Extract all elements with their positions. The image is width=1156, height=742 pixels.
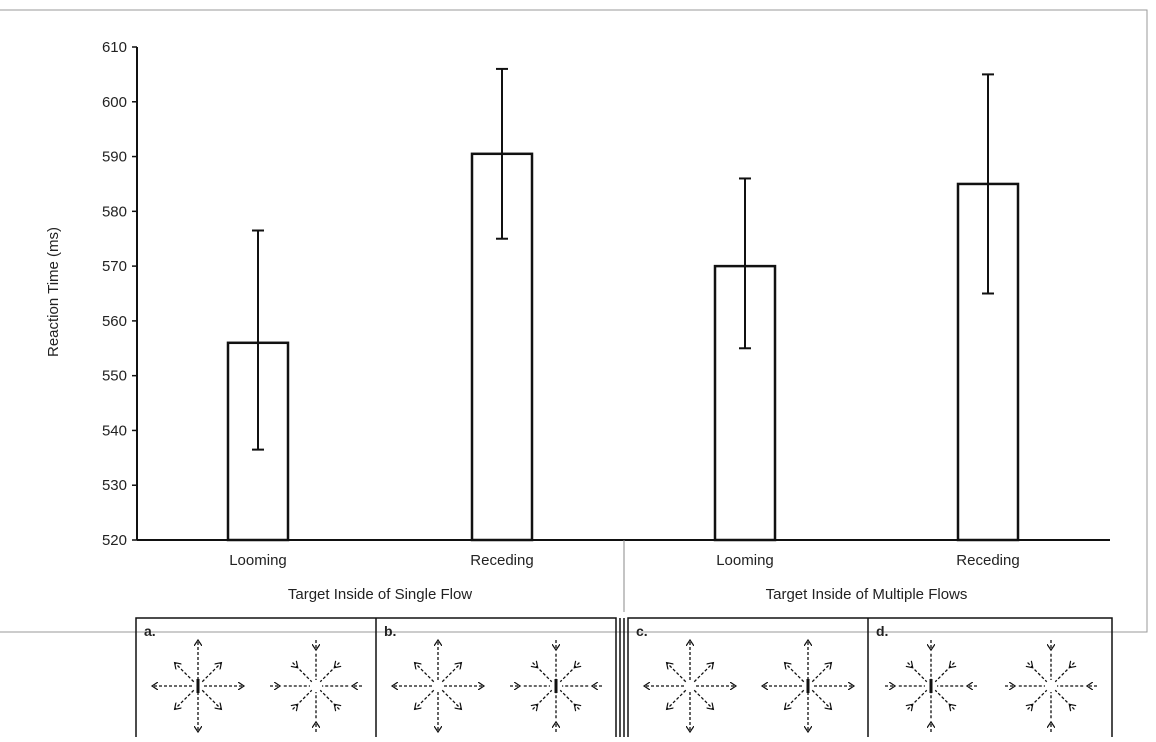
flow-ray (299, 689, 313, 703)
flow-arrow (785, 663, 805, 683)
receding-flow (1005, 640, 1097, 732)
panel-group-right (627, 617, 1113, 740)
flow-arrow (1069, 704, 1074, 709)
looming-flow (152, 640, 244, 732)
flow-arrow (441, 689, 461, 709)
flow-arrow (415, 663, 435, 683)
flow-ray (914, 689, 928, 703)
flow-ray (1034, 669, 1048, 683)
bars (226, 67, 1020, 542)
panel-label: d. (876, 623, 888, 639)
looming-flow (644, 640, 736, 732)
flow-arrow (415, 689, 435, 709)
flow-arrow (574, 704, 579, 709)
flow-ray (539, 689, 553, 703)
flow-ray (299, 669, 313, 683)
flow-arrow (811, 689, 831, 709)
flow-ray (1054, 689, 1068, 703)
flow-ray (319, 689, 333, 703)
flow-arrow (293, 704, 298, 709)
y-tick-label: 530 (102, 477, 127, 494)
flow-ray (319, 669, 333, 683)
x-tick-label: Looming (716, 552, 774, 569)
flow-arrow (441, 663, 461, 683)
target-bar (196, 679, 200, 693)
flow-ray (1054, 669, 1068, 683)
target-bar (554, 679, 558, 693)
flow-arrow (908, 704, 913, 709)
group-label: Target Inside of Single Flow (288, 586, 472, 603)
flow-arrow (574, 663, 579, 668)
y-tick-label: 580 (102, 203, 127, 220)
flow-arrow (533, 663, 538, 668)
panel-label: c. (636, 623, 648, 639)
y-axis-label: Reaction Time (ms) (45, 227, 62, 357)
y-axis: 520 530 540 550 560 570 580 590 600 610 (102, 39, 138, 549)
flow-arrow (693, 663, 713, 683)
flow-arrow (1069, 663, 1074, 668)
x-axis: Looming Receding Looming Receding Target Ins… (137, 539, 1110, 612)
flow-arrow (908, 663, 913, 668)
flow-arrow (693, 689, 713, 709)
group-label: Target Inside of Multiple Flows (766, 586, 968, 603)
looming-flow (762, 640, 854, 732)
panel-label: a. (144, 623, 156, 639)
target-bar (806, 679, 810, 693)
y-tick-label: 610 (102, 39, 127, 56)
looming-flow (392, 640, 484, 732)
flow-arrow (667, 663, 687, 683)
receding-flow (885, 640, 977, 732)
flow-ray (1034, 689, 1048, 703)
flow-arrow (785, 689, 805, 709)
flow-ray (934, 689, 948, 703)
x-tick-label: Looming (229, 552, 287, 569)
y-tick-label: 520 (102, 532, 127, 549)
flow-arrow (1028, 704, 1033, 709)
flow-arrow (334, 704, 339, 709)
y-tick-label: 560 (102, 313, 127, 330)
flow-ray (559, 689, 573, 703)
y-tick-label: 600 (102, 94, 127, 111)
flow-arrow (175, 663, 195, 683)
receding-flow (270, 640, 362, 732)
flow-ray (539, 669, 553, 683)
flow-arrow (334, 663, 339, 668)
target-bar (929, 679, 933, 693)
flow-arrow (949, 704, 954, 709)
flow-arrow (1028, 663, 1033, 668)
stimulus-panels: a. b. c. d. (135, 617, 1113, 740)
flow-arrow (201, 689, 221, 709)
y-tick-label: 550 (102, 368, 127, 385)
x-tick-label: Receding (470, 552, 533, 569)
flow-arrow (667, 689, 687, 709)
flow-ray (934, 669, 948, 683)
flow-ray (559, 669, 573, 683)
flow-arrow (949, 663, 954, 668)
flow-arrow (201, 663, 221, 683)
flow-arrow (175, 689, 195, 709)
flow-arrow (293, 663, 298, 668)
flow-arrow (533, 704, 538, 709)
x-tick-label: Receding (956, 552, 1019, 569)
y-tick-label: 590 (102, 149, 127, 166)
panel-label: b. (384, 623, 396, 639)
flow-ray (914, 669, 928, 683)
flow-arrow (811, 663, 831, 683)
y-tick-label: 570 (102, 258, 127, 275)
y-tick-label: 540 (102, 422, 127, 439)
receding-flow (510, 640, 602, 732)
